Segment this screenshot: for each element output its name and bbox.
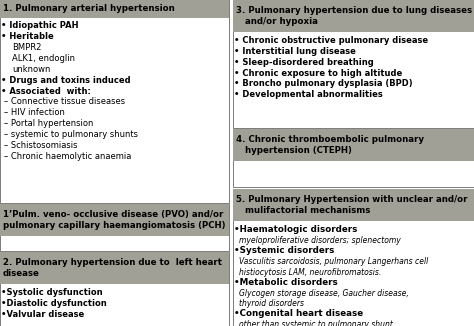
Text: • Drugs and toxins induced: • Drugs and toxins induced: [1, 76, 131, 85]
Bar: [0, 204, 229, 236]
Text: • Developmental abnormalities: • Developmental abnormalities: [235, 90, 383, 99]
Text: other than systemic to pulmonary shunt: other than systemic to pulmonary shunt: [239, 320, 393, 326]
Text: • Broncho pulmonary dysplasia (BPD): • Broncho pulmonary dysplasia (BPD): [235, 79, 413, 88]
Text: Vasculitis sarcoidosis, pulmonary Langerhans cell: Vasculitis sarcoidosis, pulmonary Langer…: [239, 258, 428, 266]
Text: • Sleep-disordered breathing: • Sleep-disordered breathing: [235, 58, 374, 67]
Bar: [233, 0, 474, 128]
Text: •Valvular disease: •Valvular disease: [1, 310, 84, 319]
Text: 4. Chronic thromboembolic pulmonary
   hypertension (CTEPH): 4. Chronic thromboembolic pulmonary hype…: [236, 135, 424, 155]
Text: 5. Pulmonary Hypertension with unclear and/or
   mulifactorial mechanisms: 5. Pulmonary Hypertension with unclear a…: [236, 195, 468, 215]
Bar: [233, 189, 474, 326]
Text: – Schistosomiasis: – Schistosomiasis: [4, 141, 77, 150]
Text: • Idiopathic PAH: • Idiopathic PAH: [1, 22, 79, 31]
Text: 2. Pulmonary hypertension due to  left heart
disease: 2. Pulmonary hypertension due to left he…: [3, 259, 222, 278]
Text: 3. Pulmonary hypertension due to lung diseases
   and/or hypoxia: 3. Pulmonary hypertension due to lung di…: [236, 6, 472, 26]
Text: • Interstitial lung disease: • Interstitial lung disease: [235, 47, 356, 56]
Text: 1. Pulmonary arterial hypertension: 1. Pulmonary arterial hypertension: [3, 4, 175, 13]
Text: • Heritable: • Heritable: [1, 32, 54, 41]
Text: •Diastolic dysfunction: •Diastolic dysfunction: [1, 299, 107, 308]
Bar: [0, 0, 229, 18]
Bar: [0, 204, 229, 251]
Bar: [233, 129, 474, 161]
Text: – HIV infection: – HIV infection: [4, 108, 64, 117]
Text: •Metabolic disorders: •Metabolic disorders: [235, 278, 338, 287]
Text: – Portal hypertension: – Portal hypertension: [4, 119, 93, 128]
Text: •Systolic dysfunction: •Systolic dysfunction: [1, 288, 103, 297]
Text: Glycogen storage disease, Gaucher disease,: Glycogen storage disease, Gaucher diseas…: [239, 289, 409, 298]
Text: ALK1, endoglin: ALK1, endoglin: [12, 54, 75, 63]
Bar: [233, 129, 474, 187]
Bar: [0, 252, 229, 284]
Text: •Systemic disorders: •Systemic disorders: [235, 246, 335, 255]
Text: unknown: unknown: [12, 65, 50, 74]
Bar: [233, 0, 474, 32]
Text: histiocytosis LAM, neurofibromatosis.: histiocytosis LAM, neurofibromatosis.: [239, 268, 382, 276]
Bar: [233, 189, 474, 221]
Text: • Associated  with:: • Associated with:: [1, 86, 91, 96]
Text: BMPR2: BMPR2: [12, 43, 41, 52]
Text: • Chronic obstructive pulmonary disease: • Chronic obstructive pulmonary disease: [235, 36, 428, 45]
Text: – Chronic haemolytic anaemia: – Chronic haemolytic anaemia: [4, 152, 131, 160]
Text: • Chronic exposure to high altitude: • Chronic exposure to high altitude: [235, 68, 402, 78]
Text: 1’Pulm. veno- occlusive disease (PVO) and/or
pulmonary capillary haemangiomatosi: 1’Pulm. veno- occlusive disease (PVO) an…: [3, 210, 226, 230]
Text: – systemic to pulmonary shunts: – systemic to pulmonary shunts: [4, 130, 137, 139]
Text: •Congenital heart disease: •Congenital heart disease: [235, 309, 364, 318]
Bar: [0, 252, 229, 326]
Text: •Haematologic disorders: •Haematologic disorders: [235, 225, 358, 234]
Text: thyroid disorders: thyroid disorders: [239, 299, 304, 308]
Text: myeloproliferative disorders; splenectomy: myeloproliferative disorders; splenectom…: [239, 236, 401, 245]
Text: – Connective tissue diseases: – Connective tissue diseases: [4, 97, 125, 106]
Bar: [0, 0, 229, 203]
